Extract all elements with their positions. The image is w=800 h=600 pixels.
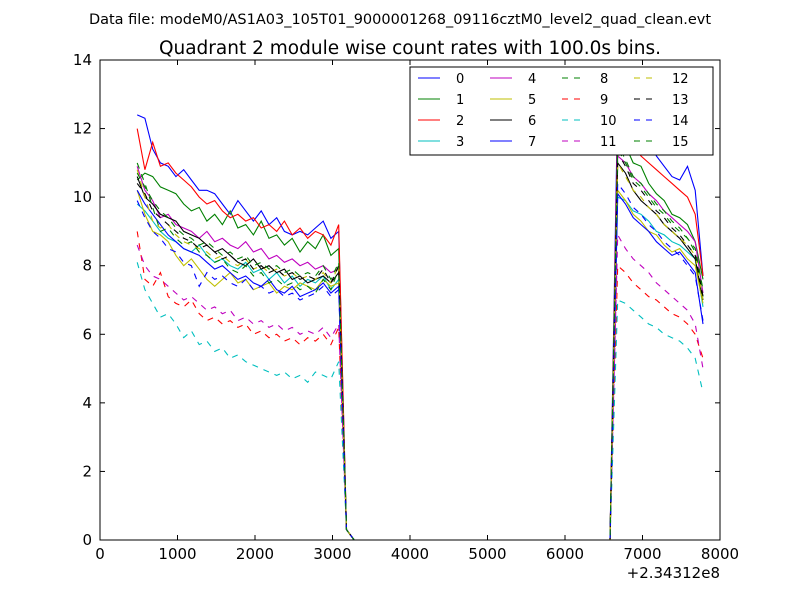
x-tick-label: 0 — [95, 545, 105, 563]
series-layer — [136, 86, 704, 540]
series-line-8 — [136, 147, 704, 540]
axis-ticks: 0 1000 2000 3000 4000 5000 6000 7000 80000246810… — [73, 51, 739, 563]
y-tick-label: 6 — [82, 325, 92, 343]
y-tick-label: 8 — [82, 257, 92, 275]
legend-label-12: 12 — [672, 72, 689, 87]
y-tick-label: 10 — [73, 188, 92, 206]
y-tick-label: 0 — [82, 531, 92, 549]
series-line-5 — [136, 188, 704, 540]
legend-label-15: 15 — [672, 135, 689, 150]
series-line-11 — [136, 232, 704, 540]
series-line-7 — [136, 190, 704, 540]
legend-label-9: 9 — [600, 93, 608, 108]
x-tick-label: 5000 — [468, 545, 506, 563]
x-tick-label: 7000 — [623, 545, 661, 563]
series-line-14 — [136, 181, 704, 540]
legend-label-2: 2 — [456, 114, 464, 129]
legend-label-8: 8 — [600, 72, 608, 87]
series-line-9 — [136, 231, 704, 540]
series-line-3 — [136, 196, 704, 540]
legend-frame — [409, 66, 714, 156]
chart-title: Quadrant 2 module wise count rates with … — [159, 38, 661, 59]
x-tick-label: 2000 — [236, 545, 274, 563]
y-tick-label: 14 — [73, 51, 92, 69]
legend-label-10: 10 — [600, 114, 617, 129]
x-tick-label: 3000 — [313, 545, 351, 563]
x-tick-label: 1000 — [158, 545, 196, 563]
y-tick-label: 12 — [73, 120, 92, 138]
legend-label-11: 11 — [600, 135, 617, 150]
series-line-12 — [136, 160, 704, 540]
legend-label-7: 7 — [528, 135, 536, 150]
legend-label-3: 3 — [456, 135, 464, 150]
x-tick-label: 8000 — [701, 545, 739, 563]
legend-label-13: 13 — [672, 93, 689, 108]
y-tick-label: 4 — [82, 394, 92, 412]
legend-label-5: 5 — [528, 93, 536, 108]
legend-label-4: 4 — [528, 72, 536, 87]
x-tick-label: 4000 — [391, 545, 429, 563]
x-tick-label: 6000 — [546, 545, 584, 563]
y-tick-label: 2 — [82, 462, 92, 480]
series-line-1 — [136, 141, 704, 540]
series-line-10 — [136, 262, 704, 540]
legend-label-6: 6 — [528, 114, 536, 129]
series-line-6 — [136, 161, 704, 540]
legend-label-14: 14 — [672, 114, 689, 129]
series-line-2 — [136, 123, 704, 540]
legend-label-1: 1 — [456, 93, 464, 108]
datafile-label: Data file: modeM0/AS1A03_105T01_90000012… — [89, 12, 711, 28]
series-line-4 — [136, 154, 704, 540]
series-line-15 — [136, 143, 704, 540]
legend-label-0: 0 — [456, 72, 464, 87]
x-offset-label: +2.34312e8 — [627, 564, 720, 582]
